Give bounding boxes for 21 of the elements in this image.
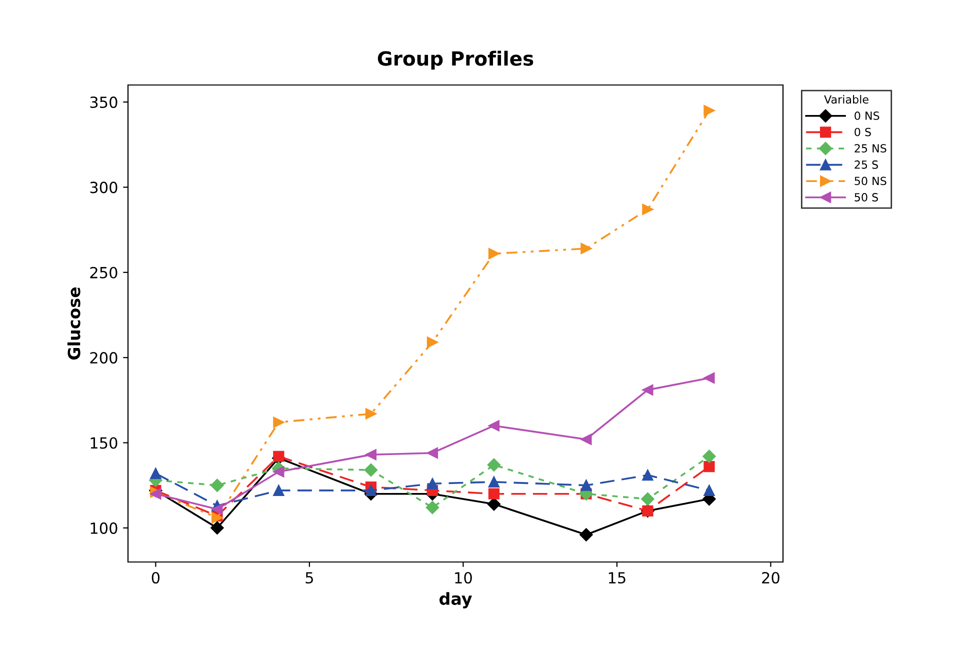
legend-label: 25 NS [854,144,886,153]
y-tick-label: 350 [90,96,118,108]
x-tick-label: 20 [762,572,780,584]
y-axis-title: Glucose [67,287,80,360]
y-tick-label: 100 [90,522,118,534]
legend-label: 0 NS [854,112,880,120]
y-tick-label: 250 [90,266,118,278]
y-tick-label: 150 [90,437,118,449]
x-tick-label: 0 [152,572,160,584]
y-tick-label: 300 [90,182,118,194]
chart-title: Group Profiles [378,50,534,70]
legend-label: 50 NS [854,176,886,186]
x-tick-label: 5 [306,572,313,584]
x-tick-label: 15 [608,572,626,584]
x-tick-label: 10 [455,572,472,584]
y-tick-label: 200 [90,352,118,364]
legend-label: 0 S [854,128,871,136]
legend-label: 25 S [854,160,878,169]
legend-title: Variable [824,95,868,104]
legend-label: 50 S [854,193,878,202]
x-axis-title: day [439,592,472,608]
